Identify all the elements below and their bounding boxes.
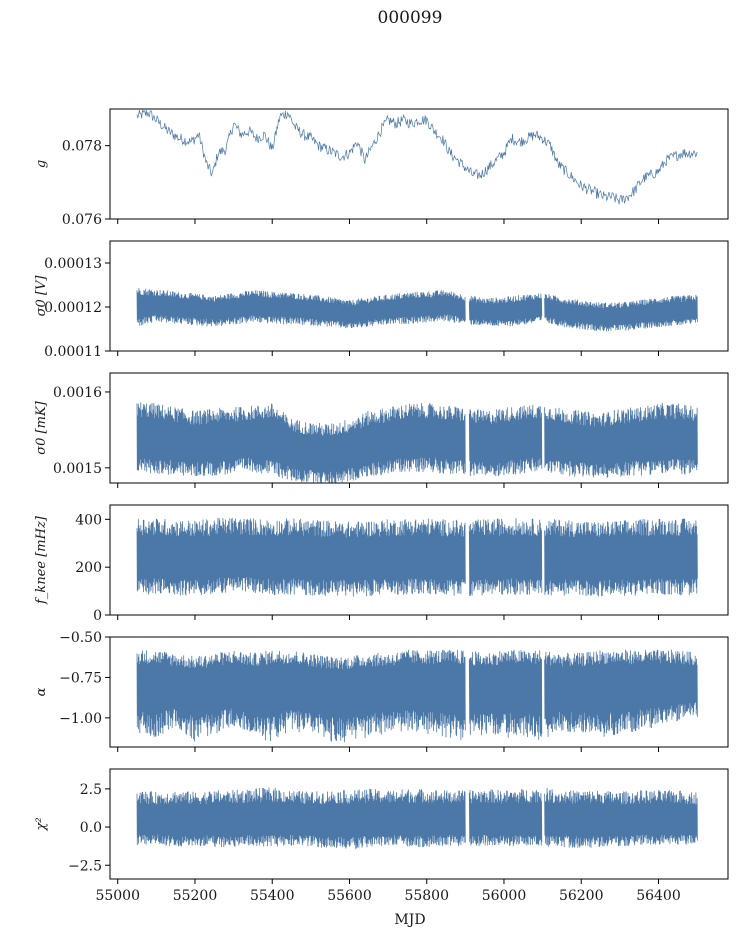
y-tick-label: 0.0015	[53, 461, 102, 477]
y-tick-label: 0.00011	[44, 344, 102, 360]
series-line	[136, 787, 698, 850]
x-tick-label: 56000	[482, 888, 527, 904]
plot-frame	[109, 240, 729, 352]
y-axis-label: f_knee [mHz]	[34, 515, 49, 605]
x-axis-label: MJD	[394, 912, 425, 928]
y-tick-label: 400	[75, 512, 102, 528]
series-line	[136, 109, 698, 205]
series-line	[136, 287, 698, 332]
plot-frame	[109, 108, 729, 220]
plot-frame	[109, 636, 729, 748]
y-tick-label: 0.00012	[44, 300, 102, 316]
y-tick-label: −0.75	[59, 670, 102, 686]
panel-4: 0 200 400 f_knee [mHz]	[34, 504, 729, 624]
panel-5: −1.00 −0.75 −0.50 α	[34, 630, 729, 752]
plot-frame	[109, 372, 729, 484]
x-tick-label: 55400	[250, 888, 295, 904]
y-tick-label: −0.50	[59, 630, 102, 646]
series-line	[136, 517, 698, 597]
y-axis-label: α	[34, 687, 49, 696]
x-tick-label: 55000	[95, 888, 140, 904]
y-tick-label: 200	[75, 560, 102, 576]
y-axis-label: σ0 [mK]	[34, 400, 49, 454]
plot-frame	[109, 504, 729, 616]
x-tick-label: 56200	[559, 888, 604, 904]
series-line	[136, 649, 698, 743]
y-tick-label: 0.0016	[53, 385, 102, 401]
panel-1: 0.076 0.078 g	[34, 108, 729, 228]
y-tick-label: 0.00013	[44, 256, 102, 272]
x-tick-label: 55800	[404, 888, 449, 904]
y-tick-label: 0.078	[62, 139, 102, 155]
figure-title: 000099	[378, 8, 443, 28]
panel-6: −2.5 0.0 2.5 55000 55200 55400 55600 55800 56000…	[34, 768, 729, 904]
panel-2: 0.00011 0.00012 0.00013 σ0 [V]	[34, 240, 729, 360]
y-tick-label: 0.076	[62, 212, 102, 228]
plot-frame	[109, 768, 729, 880]
x-tick-label: 55200	[173, 888, 218, 904]
y-tick-label: −2.5	[68, 858, 102, 874]
y-tick-label: 0	[93, 608, 102, 624]
y-axis-label: χ²	[34, 817, 49, 831]
y-axis-label: g	[34, 160, 49, 168]
y-tick-label: 2.5	[80, 782, 102, 798]
y-tick-label: −1.00	[59, 711, 102, 727]
x-tick-label: 56400	[636, 888, 681, 904]
x-tick-label: 55600	[327, 888, 372, 904]
panel-3: 0.0015 0.0016 σ0 [mK]	[34, 372, 729, 488]
y-tick-label: 0.0	[80, 820, 102, 836]
series-line	[136, 402, 698, 483]
y-axis-label: σ0 [V]	[34, 275, 49, 317]
